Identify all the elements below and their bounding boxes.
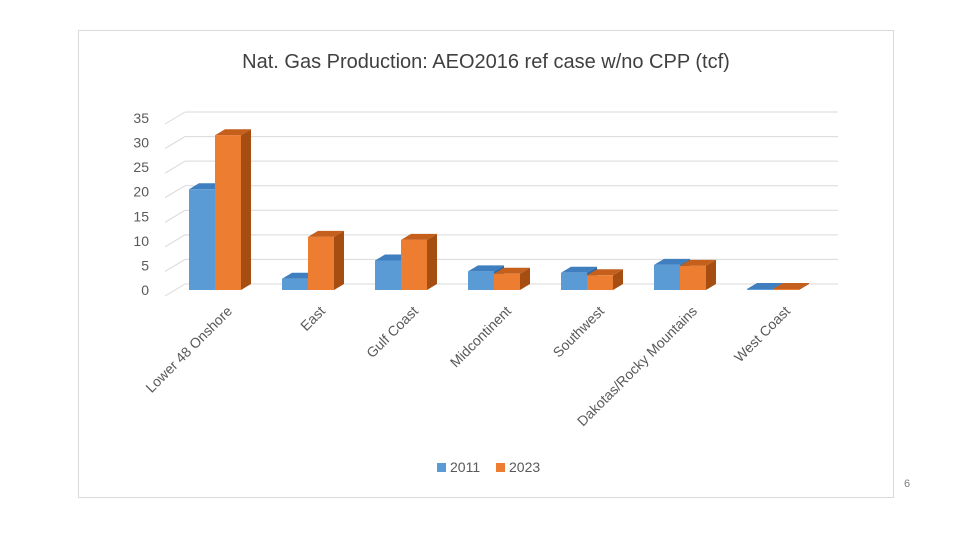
- y-tick-label: 10: [133, 233, 149, 249]
- legend-item-2011: 2011: [437, 459, 480, 475]
- x-tick-label: East: [297, 303, 328, 334]
- gridline: [164, 185, 838, 199]
- x-tick-label: West Coast: [731, 303, 793, 365]
- legend-label: 2023: [509, 459, 540, 475]
- bar-2023-4: [587, 269, 623, 290]
- bar-2023-1: [308, 230, 344, 290]
- y-tick-label: 25: [133, 159, 149, 175]
- gridline: [164, 111, 838, 125]
- legend-swatch: [437, 463, 446, 472]
- legend-label: 2011: [450, 459, 480, 475]
- legend-item-2023: 2023: [496, 459, 540, 475]
- y-tick-label: 20: [133, 184, 149, 200]
- x-tick-label: Lower 48 Onshore: [142, 303, 235, 396]
- x-tick-label: Southwest: [550, 303, 608, 361]
- bar-2023-2: [401, 233, 437, 290]
- gridline: [164, 136, 838, 150]
- bar-2023-6: [773, 283, 809, 290]
- gridline: [164, 234, 838, 248]
- x-tick-label: Midcontinent: [447, 303, 515, 371]
- y-tick-label: 30: [133, 135, 149, 151]
- page-number: 6: [904, 478, 911, 490]
- gridline: [164, 160, 838, 174]
- bar-2023-0: [215, 129, 251, 290]
- x-tick-label: Gulf Coast: [363, 303, 421, 361]
- gridline: [164, 209, 838, 223]
- y-tick-label: 15: [133, 208, 149, 224]
- chart-title: Nat. Gas Production: AEO2016 ref case w/…: [242, 51, 730, 73]
- gridline: [164, 258, 838, 272]
- y-tick-label: 5: [141, 257, 149, 273]
- bar-2023-3: [494, 267, 530, 290]
- legend-swatch: [496, 463, 505, 472]
- y-tick-label: 0: [141, 282, 149, 298]
- bar-2023-5: [680, 259, 716, 290]
- y-tick-label: 35: [133, 110, 149, 126]
